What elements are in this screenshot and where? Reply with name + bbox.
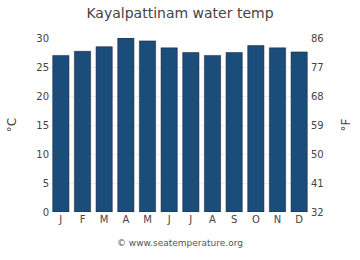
svg-text:5: 5 (43, 178, 49, 189)
svg-text:°C: °C (5, 118, 19, 132)
svg-text:J: J (188, 214, 192, 225)
svg-text:50: 50 (311, 149, 324, 160)
svg-text:41: 41 (311, 178, 324, 189)
svg-text:10: 10 (36, 149, 49, 160)
svg-text:F: F (80, 214, 86, 225)
svg-text:25: 25 (36, 62, 49, 73)
svg-text:77: 77 (311, 62, 324, 73)
svg-text:68: 68 (311, 91, 324, 102)
svg-text:N: N (274, 214, 281, 225)
svg-text:© www.seatemperature.org: © www.seatemperature.org (117, 238, 243, 248)
svg-text:O: O (252, 214, 260, 225)
svg-text:15: 15 (36, 120, 49, 131)
svg-text:M: M (143, 214, 152, 225)
svg-text:A: A (209, 214, 216, 225)
svg-text:59: 59 (311, 120, 324, 131)
svg-text:Kayalpattinam water temp: Kayalpattinam water temp (86, 5, 273, 21)
svg-text:S: S (231, 214, 237, 225)
svg-text:D: D (295, 214, 303, 225)
svg-text:32: 32 (311, 207, 324, 218)
svg-text:0: 0 (43, 207, 49, 218)
svg-text:J: J (58, 214, 62, 225)
svg-text:M: M (100, 214, 109, 225)
svg-text:°F: °F (339, 118, 353, 131)
svg-text:A: A (122, 214, 129, 225)
svg-text:86: 86 (311, 33, 324, 44)
svg-text:J: J (167, 214, 171, 225)
svg-text:20: 20 (36, 91, 49, 102)
svg-text:30: 30 (36, 33, 49, 44)
